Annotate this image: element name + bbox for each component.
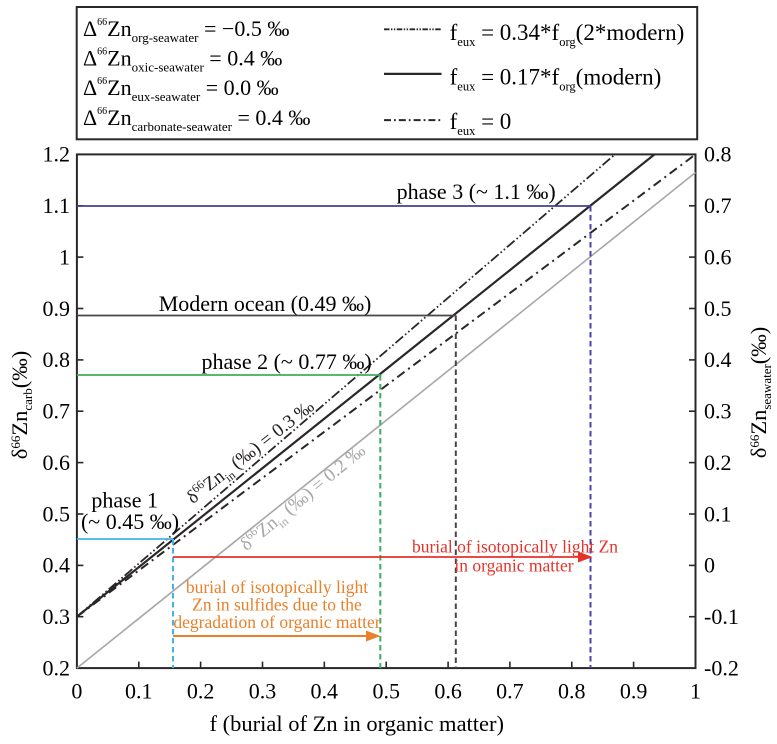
svg-text:0.5: 0.5 — [43, 501, 71, 526]
svg-text:0.8: 0.8 — [558, 679, 586, 704]
svg-text:0: 0 — [71, 679, 82, 704]
svg-text:0.7: 0.7 — [496, 679, 524, 704]
svg-text:0.4: 0.4 — [43, 553, 71, 578]
svg-text:0.3: 0.3 — [43, 604, 71, 629]
svg-text:0.1: 0.1 — [125, 679, 153, 704]
svg-text:0.7: 0.7 — [43, 399, 71, 424]
svg-text:1.2: 1.2 — [43, 142, 71, 167]
svg-text:phase 1: phase 1 — [91, 488, 158, 513]
svg-text:0.2: 0.2 — [43, 655, 71, 680]
svg-text:0.8: 0.8 — [43, 347, 71, 372]
svg-text:0.4: 0.4 — [311, 679, 339, 704]
svg-text:1: 1 — [690, 679, 701, 704]
svg-text:0.6: 0.6 — [704, 244, 732, 269]
svg-text:0.2: 0.2 — [704, 450, 732, 475]
svg-text:0.7: 0.7 — [704, 193, 732, 218]
svg-text:degradation of organic matter: degradation of organic matter — [173, 612, 380, 632]
svg-text:0.4: 0.4 — [704, 347, 732, 372]
svg-text:burial of isotopically light: burial of isotopically light — [186, 577, 368, 597]
svg-text:0.5: 0.5 — [704, 296, 732, 321]
svg-text:Zn in sulfides due to the: Zn in sulfides due to the — [192, 595, 362, 615]
svg-text:1: 1 — [59, 244, 70, 269]
svg-text:Modern ocean (0.49 ‰): Modern ocean (0.49 ‰) — [159, 291, 372, 316]
svg-text:phase 3 (~ 1.1 ‰): phase 3 (~ 1.1 ‰) — [397, 179, 556, 204]
svg-text:0.6: 0.6 — [434, 679, 462, 704]
svg-text:in organic matter: in organic matter — [454, 556, 573, 576]
svg-text:0.5: 0.5 — [372, 679, 400, 704]
svg-text:1.1: 1.1 — [43, 193, 71, 218]
svg-text:(~ 0.45 ‰): (~ 0.45 ‰) — [81, 509, 179, 534]
svg-text:0.3: 0.3 — [704, 399, 732, 424]
svg-text:Δ66Znorg-seawater = −0.5 ‰: Δ66Znorg-seawater = −0.5 ‰ — [83, 16, 289, 45]
svg-text:burial of isotopically light Z: burial of isotopically light Zn — [412, 537, 618, 557]
svg-text:0: 0 — [704, 553, 715, 578]
svg-text:0.1: 0.1 — [704, 501, 732, 526]
svg-text:feux = 0.17*forg(modern): feux = 0.17*forg(modern) — [450, 65, 662, 94]
svg-text:f (burial of Zn in organic mat: f (burial of Zn in organic matter) — [210, 711, 504, 736]
svg-text:0.8: 0.8 — [704, 142, 732, 167]
svg-text:0.9: 0.9 — [43, 296, 71, 321]
svg-text:0.6: 0.6 — [43, 450, 71, 475]
svg-text:-0.1: -0.1 — [704, 604, 739, 629]
svg-text:phase 2 (~ 0.77 ‰): phase 2 (~ 0.77 ‰) — [202, 349, 372, 374]
svg-text:0.3: 0.3 — [249, 679, 277, 704]
svg-text:0.9: 0.9 — [620, 679, 648, 704]
svg-text:0.2: 0.2 — [187, 679, 215, 704]
svg-text:-0.2: -0.2 — [704, 655, 739, 680]
